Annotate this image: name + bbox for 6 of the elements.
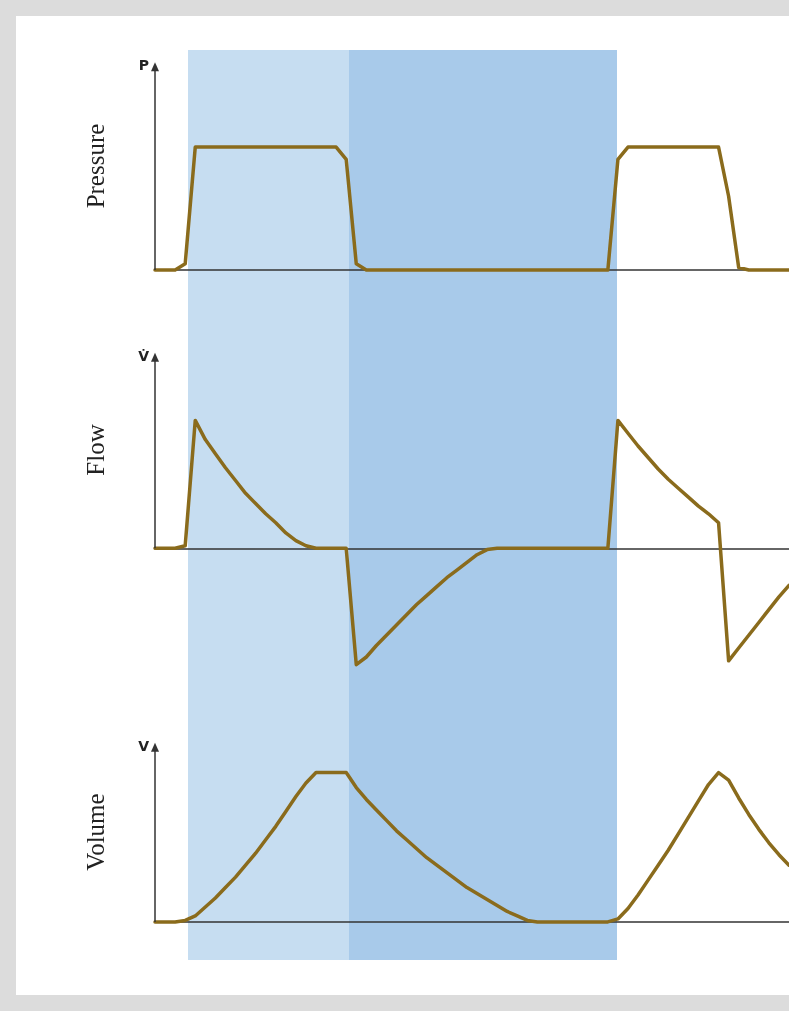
y-axis-title: Flow [82, 424, 110, 477]
y-axis-title: Volume [82, 793, 110, 871]
text: V̇ [138, 347, 149, 364]
y-axis-title: Pressure [82, 123, 110, 209]
text: P [138, 57, 149, 74]
text: V [138, 737, 149, 754]
